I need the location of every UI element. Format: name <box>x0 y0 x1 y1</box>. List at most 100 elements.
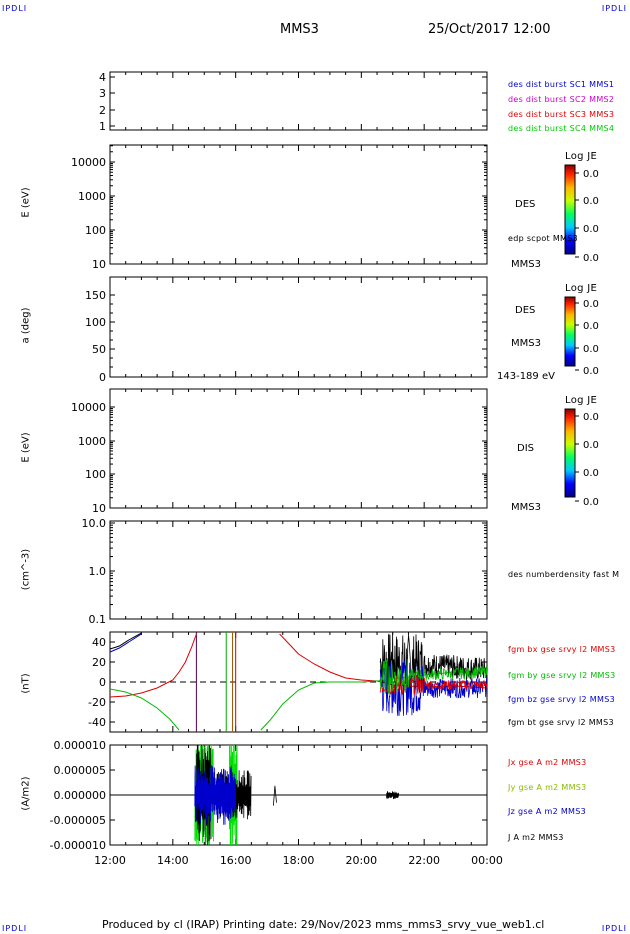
x-time-label: 22:00 <box>408 854 440 867</box>
panel2-ytick-label: 1000 <box>78 190 106 203</box>
panel7-legend-jz: Jz gse A m2 MMS3 <box>508 807 587 816</box>
panel3-colorbar-label: 0.0 <box>583 344 599 355</box>
panel4-colorbar-label: 0.0 <box>583 440 599 451</box>
panel2-extra: edp scpot MMS3 <box>508 234 579 243</box>
panel7-ytick-label: -0.000005 <box>50 814 106 827</box>
panel6-ylabel: (nT) <box>20 673 32 694</box>
panel3-colorbar-label: 0.0 <box>583 321 599 332</box>
corner-tr-label: IPDLI <box>601 4 627 13</box>
x-time-label: 16:00 <box>220 854 252 867</box>
x-time-label: 20:00 <box>345 854 377 867</box>
bz-series-noise <box>379 660 487 717</box>
panel4-ytick-label: 10000 <box>71 401 106 414</box>
panel3-range: 143-189 eV <box>497 371 555 382</box>
panel5-frame <box>109 520 488 620</box>
panel3-ytick-label: 150 <box>85 289 106 302</box>
panel4-colorbar-label: 0.0 <box>583 468 599 479</box>
bx-series-line <box>109 633 197 698</box>
panel1-ytick-label: 4 <box>99 71 106 84</box>
panel6-ytick-label: 40 <box>92 636 106 649</box>
panel1-ytick-label: 3 <box>99 87 106 100</box>
jz-series-burst <box>194 765 237 825</box>
panel2-colorbar <box>564 164 576 255</box>
by-series-line <box>109 688 180 731</box>
panel4-ytick-label: 10 <box>92 502 106 515</box>
panel5-ytick-label: 10.0 <box>82 517 107 530</box>
panel3-ytick-label: 100 <box>85 316 106 329</box>
panel3-frame <box>109 276 488 378</box>
panel7-ytick-label: -0.000010 <box>50 839 106 852</box>
panel1-legend-sc4: des dist burst SC4 MMS4 <box>508 124 615 133</box>
panel7-legend-jy: Jy gse A m2 MMS3 <box>508 783 587 792</box>
panel3-colorbar-title: Log JE <box>565 283 598 294</box>
panel6-ytick-label: -20 <box>88 696 106 709</box>
panel1-legend-sc2: des dist burst SC2 MMS2 <box>508 95 615 104</box>
panel5-ytick-label: 0.1 <box>89 613 107 626</box>
panel4-ytick-label: 100 <box>85 468 106 481</box>
x-time-label: 18:00 <box>283 854 315 867</box>
x-time-label: 14:00 <box>157 854 189 867</box>
panel4-frame <box>109 388 488 509</box>
panel2-ytick-label: 10000 <box>71 156 106 169</box>
spacecraft-title: MMS3 <box>280 22 319 37</box>
panel7-ytick-label: 0.000010 <box>54 739 107 752</box>
panel2-frame <box>109 144 488 265</box>
panel4-colorbar-title: Log JE <box>565 395 598 406</box>
panel6-ytick-label: -40 <box>88 716 106 729</box>
panel4-ytick-label: 1000 <box>78 435 106 448</box>
panel5-ylabel: (cm^-3) <box>20 548 32 591</box>
panel3-colorbar-label: 0.0 <box>583 366 599 377</box>
corner-tl-label: IPDLI <box>2 4 28 13</box>
panel2-colorbar-title: Log JE <box>565 151 598 162</box>
panel3-colorbar <box>564 296 576 367</box>
panel7-ytick-label: 0.000000 <box>54 789 107 802</box>
panel7-ytick-label: 0.000005 <box>54 764 107 777</box>
panel7-legend-j: J A m2 MMS3 <box>508 833 564 842</box>
panel4-colorbar <box>564 408 576 498</box>
panel6-legend-by: fgm by gse srvy l2 MMS3 <box>508 671 616 680</box>
corner-bl-label: IPDLI <box>2 924 28 933</box>
panel2-colorbar-label: 0.0 <box>583 196 599 207</box>
bz-series-line <box>109 633 142 653</box>
panel2-sc: MMS3 <box>511 259 541 270</box>
panel4-colorbar-label: 0.0 <box>583 412 599 423</box>
panel2-species: DES <box>515 199 536 210</box>
panel2-ytick-label: 100 <box>85 224 106 237</box>
by-series-noise <box>379 659 488 695</box>
panel2-colorbar-label: 0.0 <box>583 224 599 235</box>
j-series-noise <box>273 785 277 806</box>
panel2-ytick-label: 10 <box>92 258 106 271</box>
panel5-ytick-label: 1.0 <box>89 565 107 578</box>
panel2-colorbar-label: 0.0 <box>583 253 599 264</box>
panel6-legend-bx: fgm bx gse srvy l2 MMS3 <box>508 645 616 654</box>
panel2-ylabel: E (eV) <box>20 187 32 218</box>
panel1-ytick-label: 1 <box>99 120 106 133</box>
panel2-colorbar-label: 0.0 <box>583 169 599 180</box>
panel1-legend-sc1: des dist burst SC1 MMS1 <box>508 80 615 89</box>
panel3-ytick-label: 0 <box>99 371 106 384</box>
panel1-frame <box>109 71 488 131</box>
panel7-legend-jx: Jx gse A m2 MMS3 <box>508 758 587 767</box>
panel4-ylabel: E (eV) <box>20 432 32 463</box>
bt-series-line <box>109 632 142 650</box>
panel6-legend-bz: fgm bz gse srvy l2 MMS3 <box>508 695 615 704</box>
panel4-species: DIS <box>517 443 534 454</box>
panel6-ytick-label: 0 <box>99 676 106 689</box>
corner-br-label: IPDLI <box>601 924 627 933</box>
panel5-legend: des numberdensity fast M <box>508 570 620 579</box>
panel1-legend-sc3: des dist burst SC3 MMS3 <box>508 110 615 119</box>
panel3-ylabel: a (deg) <box>20 307 32 344</box>
panel4-colorbar-label: 0.0 <box>583 497 599 508</box>
x-time-label: 00:00 <box>471 854 503 867</box>
x-time-label: 12:00 <box>94 854 126 867</box>
panel3-ytick-label: 50 <box>92 343 106 356</box>
footer-text: Produced by cl (IRAP) Printing date: 29/… <box>102 918 545 931</box>
panel6-legend-bt: fgm bt gse srvy l2 MMS3 <box>508 718 614 727</box>
panel3-species: DES <box>515 305 536 316</box>
panel3-colorbar-label: 0.0 <box>583 299 599 310</box>
panel1-ytick-label: 2 <box>99 104 106 117</box>
panel7-ylabel: (A/m2) <box>20 776 32 811</box>
panel4-sc: MMS3 <box>511 502 541 513</box>
panel3-sc: MMS3 <box>511 338 541 349</box>
